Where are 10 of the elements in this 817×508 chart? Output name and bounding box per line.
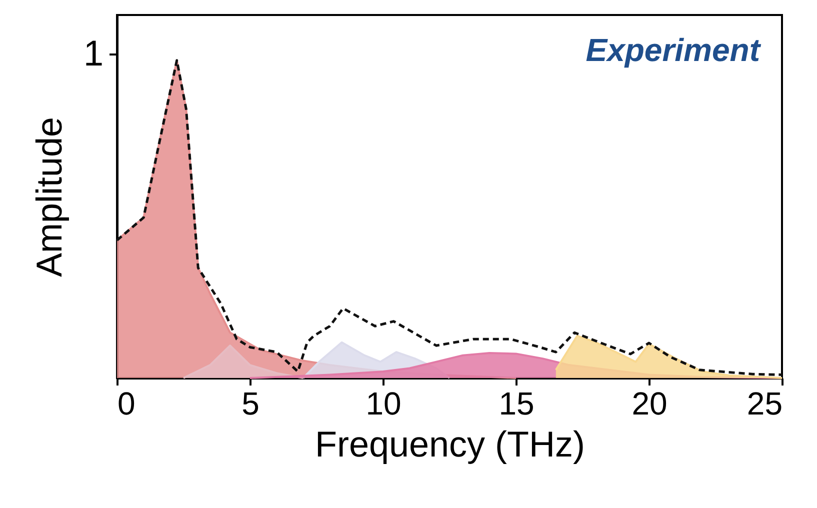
y-tick-label: 1 (83, 32, 104, 74)
x-tick-label: 0 (118, 386, 136, 422)
x-tick-label: 20 (632, 386, 668, 422)
y-axis-title: Amplitude (28, 116, 70, 278)
x-tick-label: 10 (366, 386, 402, 422)
x-tick-label: 15 (498, 386, 534, 422)
x-axis-title: Frequency (THz) (314, 424, 586, 464)
x-tick-label: 5 (242, 386, 260, 422)
annotation: Experiment (586, 32, 762, 68)
x-tick-label: 25 (746, 386, 782, 422)
